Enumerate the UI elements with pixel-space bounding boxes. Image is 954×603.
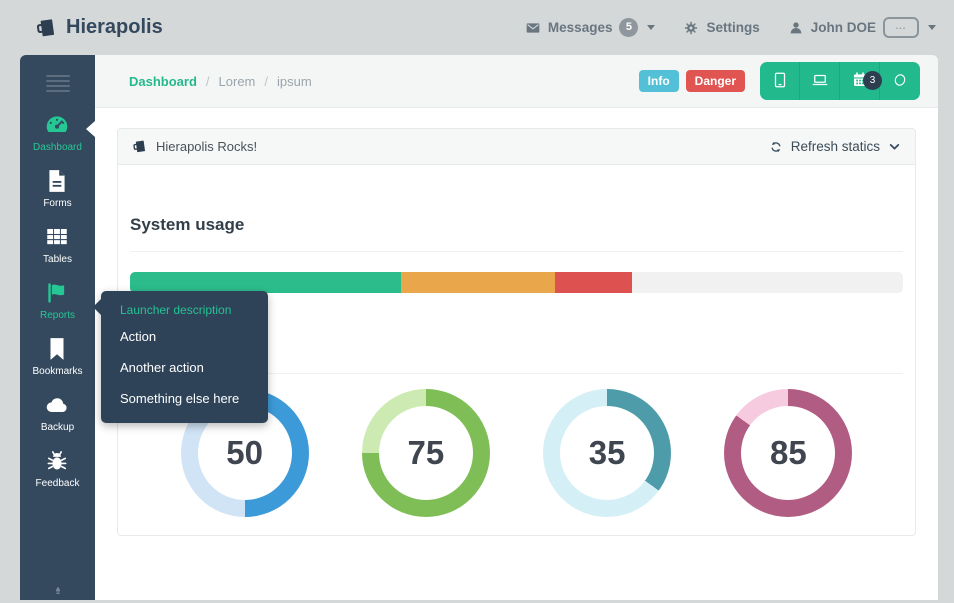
bug-icon bbox=[44, 448, 70, 474]
sidebar-item-reports[interactable]: Reports bbox=[32, 277, 82, 333]
sidebar-item-label: Tables bbox=[43, 254, 72, 266]
sidebar-bottom-icon bbox=[52, 585, 64, 603]
envelope-icon bbox=[526, 22, 540, 33]
settings-label: Settings bbox=[706, 20, 760, 35]
sidebar-item-tables[interactable]: Tables bbox=[32, 221, 82, 277]
caret-down-icon bbox=[647, 25, 656, 30]
laptop-button[interactable] bbox=[800, 62, 840, 100]
danger-badge: Danger bbox=[685, 70, 745, 92]
sidebar-item-label: Bookmarks bbox=[32, 366, 83, 378]
messages-count-badge: 5 bbox=[619, 18, 639, 37]
breadcrumb-bar: Dashboard / Lorem / ipsum Info Danger 3 bbox=[95, 55, 938, 108]
brand-logo[interactable]: Hierapolis bbox=[35, 16, 163, 39]
sidebar-nav: Dashboard Forms Tables Reports Bookmarks Back… bbox=[32, 109, 83, 501]
breadcrumb-item-lorem[interactable]: Lorem bbox=[218, 73, 256, 89]
sidebar-item-label: Dashboard bbox=[33, 142, 82, 154]
flag-icon bbox=[44, 280, 70, 306]
breadcrumb-separator: / bbox=[264, 73, 269, 89]
active-item-notch bbox=[86, 121, 95, 137]
top-header: Hierapolis Messages 5 bbox=[0, 0, 954, 55]
calendar-icon bbox=[851, 71, 869, 92]
sidebar: Dashboard Forms Tables Reports Bookmarks Back… bbox=[20, 55, 95, 600]
divider bbox=[130, 373, 903, 374]
sidebar-toggle[interactable] bbox=[45, 75, 70, 93]
calendar-button[interactable]: 3 bbox=[840, 62, 882, 100]
main-content: Hierapolis Rocks! Refresh statics bbox=[86, 108, 938, 600]
sidebar-item-feedback[interactable]: Feedback bbox=[32, 445, 82, 501]
donut-chart: 75 bbox=[361, 389, 490, 517]
dropdown-header: Launcher description bbox=[120, 303, 232, 317]
breadcrumb: Dashboard / Lorem / ipsum bbox=[129, 74, 312, 89]
dropdown-item[interactable]: Action bbox=[120, 329, 157, 344]
dropdown-items: Action Another action Something else here bbox=[101, 321, 268, 414]
sidebar-item-label: Backup bbox=[40, 422, 75, 434]
user-name: John DOE bbox=[810, 20, 876, 35]
person-icon bbox=[790, 21, 802, 33]
user-menu[interactable]: John DOE ... bbox=[788, 17, 936, 38]
refresh-label: Refresh statics bbox=[790, 139, 880, 154]
bookmark-icon bbox=[44, 336, 70, 362]
dropdown-item[interactable]: Something else here bbox=[120, 391, 240, 406]
document-icon bbox=[44, 168, 70, 194]
panel-heading: Hierapolis Rocks! Refresh statics bbox=[117, 128, 916, 165]
donut-chart: 35 bbox=[543, 389, 672, 517]
device-button-group: 3 bbox=[760, 62, 920, 100]
donut-value: 85 bbox=[741, 406, 836, 500]
breadcrumb-item-ipsum: ipsum bbox=[277, 73, 312, 89]
donut-value: 75 bbox=[378, 406, 473, 500]
system-usage-progressbar bbox=[130, 272, 903, 293]
sidebar-item-dashboard[interactable]: Dashboard bbox=[32, 109, 82, 165]
launcher-dropdown-menu: Launcher description Action Another actio… bbox=[93, 291, 268, 423]
cloud-icon bbox=[44, 392, 70, 418]
caret-down-icon bbox=[928, 25, 936, 30]
gauge-icon bbox=[44, 112, 70, 138]
refresh-icon bbox=[769, 140, 783, 154]
tablet-button[interactable] bbox=[760, 62, 800, 100]
brand-name: Hierapolis bbox=[66, 16, 163, 38]
comment-button[interactable] bbox=[880, 62, 920, 100]
info-badge: Info bbox=[638, 70, 679, 92]
progress-segment-red bbox=[555, 272, 633, 293]
mug-icon bbox=[36, 18, 55, 36]
panel-title: Hierapolis Rocks! bbox=[156, 139, 258, 154]
breadcrumb-item-dashboard[interactable]: Dashboard bbox=[129, 73, 197, 89]
chevron-down-icon bbox=[888, 140, 901, 153]
dropdown-item[interactable]: Another action bbox=[120, 360, 204, 375]
refresh-statics-button[interactable]: Refresh statics bbox=[769, 139, 901, 154]
divider bbox=[130, 251, 903, 252]
dropdown-arrow bbox=[93, 299, 101, 315]
settings-menu[interactable]: Settings bbox=[683, 20, 760, 36]
breadcrumb-separator: / bbox=[205, 73, 210, 89]
section-title: System usage bbox=[130, 215, 245, 234]
donut-value: 35 bbox=[560, 406, 655, 500]
messages-label: Messages bbox=[547, 20, 613, 35]
messages-menu[interactable]: Messages 5 bbox=[525, 18, 656, 37]
sidebar-item-bookmarks[interactable]: Bookmarks bbox=[32, 333, 83, 389]
avatar[interactable]: ... bbox=[883, 17, 919, 38]
table-icon bbox=[44, 224, 70, 250]
progress-segment-green bbox=[130, 272, 401, 293]
sidebar-item-backup[interactable]: Backup bbox=[32, 389, 82, 445]
sidebar-item-label: Feedback bbox=[35, 478, 80, 490]
tablet-icon bbox=[771, 71, 789, 92]
sidebar-item-label: Reports bbox=[39, 310, 75, 322]
calendar-count-badge: 3 bbox=[863, 71, 882, 90]
progress-segment-orange bbox=[400, 272, 556, 293]
sidebar-item-forms[interactable]: Forms bbox=[32, 165, 82, 221]
sidebar-item-label: Forms bbox=[43, 198, 72, 210]
gear-icon bbox=[685, 21, 698, 34]
donut-chart: 85 bbox=[724, 389, 853, 517]
comment-icon bbox=[891, 71, 909, 92]
laptop-icon bbox=[811, 71, 829, 92]
mug-icon bbox=[133, 140, 145, 153]
